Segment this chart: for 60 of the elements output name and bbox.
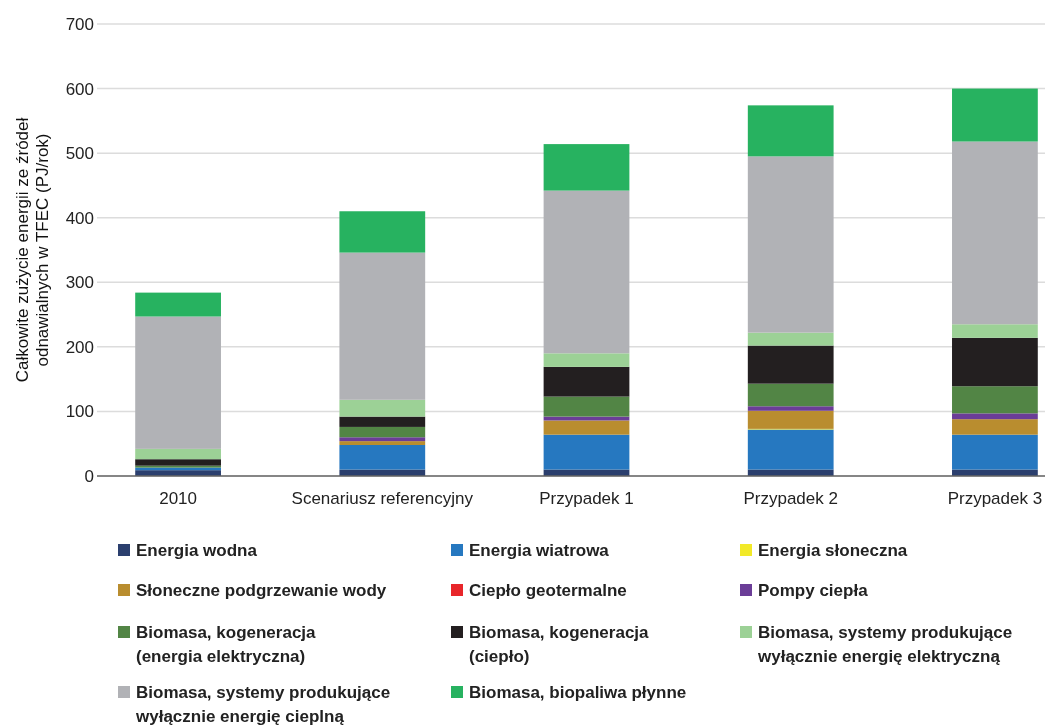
- y-tick-label: 300: [65, 273, 94, 293]
- bar: [747, 406, 834, 411]
- bar: [339, 437, 426, 442]
- y-tick-label: 0: [84, 466, 94, 486]
- bar: [135, 292, 221, 317]
- legend-label: Biomasa, kogeneracja (ciepło): [469, 622, 650, 666]
- bar: [952, 386, 1038, 414]
- bar: [135, 316, 221, 449]
- bar: [339, 211, 426, 253]
- bar: [952, 88, 1038, 142]
- x-tick-label: Przypadek 3: [947, 489, 1043, 508]
- x-tick-label: Scenariusz referencyjny: [291, 489, 474, 508]
- bar: [747, 429, 834, 470]
- bar: [135, 459, 221, 466]
- legend-label: Ciepło geotermalne: [469, 580, 627, 600]
- bar: [339, 441, 426, 446]
- y-tick-label: 700: [65, 14, 94, 34]
- bar: [747, 345, 834, 384]
- legend-label: Słoneczne podgrzewanie wody: [136, 580, 387, 600]
- bar: [543, 144, 630, 191]
- y-tick-label: 200: [65, 337, 94, 357]
- legend-label: Biomasa, kogeneracja (energia elektryczna): [136, 622, 317, 666]
- legend-label: Biomasa, biopaliwa płynne: [469, 682, 687, 702]
- bar: [747, 383, 834, 407]
- bar: [952, 141, 1038, 325]
- legend-label: Biomasa, systemy produkujące wyłącznie energię elektryczną: [757, 622, 1013, 666]
- bar: [952, 337, 1038, 387]
- bar: [543, 434, 630, 470]
- y-tick-label: 100: [65, 402, 94, 422]
- bar: [543, 190, 630, 354]
- legend-label: Energia wodna: [136, 540, 258, 560]
- x-tick-label: 2010: [159, 489, 198, 508]
- bar: [543, 396, 630, 417]
- bar: [543, 353, 630, 367]
- bar: [747, 332, 834, 346]
- legend-label: Biomasa, systemy produkujące wyłącznie energię cieplną: [135, 682, 391, 726]
- y-tick-label: 400: [65, 208, 94, 228]
- y-tick-label: 600: [65, 79, 94, 99]
- bar: [135, 448, 221, 460]
- bar: [747, 105, 834, 157]
- bar: [543, 366, 630, 397]
- bar: [952, 413, 1038, 420]
- bar: [952, 324, 1038, 338]
- bar: [339, 252, 426, 400]
- x-tick-label: Przypadek 1: [539, 489, 634, 508]
- bar: [747, 156, 834, 333]
- bar: [339, 426, 426, 438]
- bar: [747, 410, 834, 429]
- bar: [952, 419, 1038, 435]
- y-axis-title: Całkowite zużycie energii ze źródeł odnawialnych w TFEC (PJ/rok): [13, 117, 52, 383]
- bar: [339, 416, 426, 427]
- bar: [339, 445, 426, 470]
- legend-label: Energia wiatrowa: [469, 540, 610, 560]
- bar: [952, 434, 1038, 470]
- y-tick-label: 500: [65, 144, 94, 164]
- legend-label: Energia słoneczna: [758, 540, 908, 560]
- bar: [339, 399, 426, 417]
- bar: [543, 420, 630, 435]
- x-tick-label: Przypadek 2: [743, 489, 838, 508]
- legend-label: Pompy ciepła: [758, 580, 869, 600]
